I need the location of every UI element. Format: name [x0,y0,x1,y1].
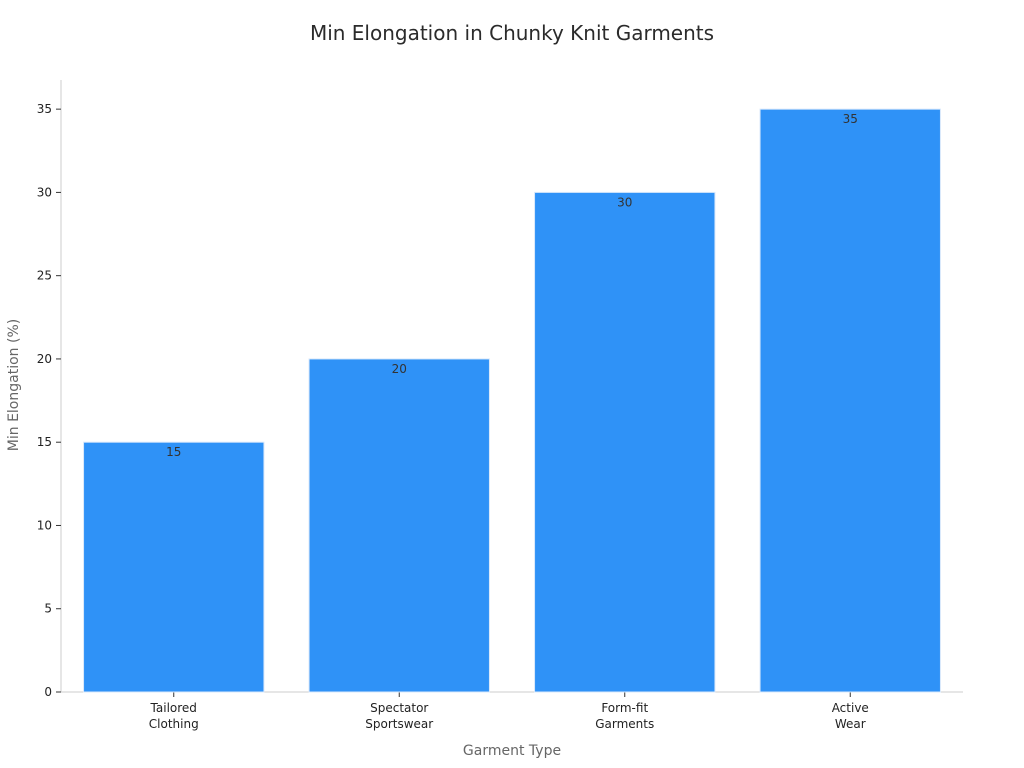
bar [759,108,941,693]
x-axis-title: Garment Type [463,743,561,759]
y-axis: 0 5 10 15 20 25 30 35 [37,80,62,699]
y-tick-label: 35 [37,102,52,116]
y-tick-label: 10 [37,518,52,532]
bar [83,441,265,693]
y-axis-title: Min Elongation (%) [6,319,22,451]
bars: 15 20 30 35 [83,108,941,693]
x-tick-label: Tailored Clothing [149,701,199,731]
y-tick-label: 25 [37,269,52,283]
x-tick-label: Active Wear [832,701,869,731]
chart-title: Min Elongation in Chunky Knit Garments [310,21,714,45]
bar-value-label: 35 [843,112,858,126]
y-tick-label: 30 [37,185,52,199]
bar-value-label: 15 [166,445,181,459]
y-tick-label: 0 [44,685,52,699]
y-tick-label: 20 [37,352,52,366]
bar-value-label: 30 [617,195,632,209]
x-axis: Tailored Clothing Spectator Sportswear Form-… [61,691,963,731]
x-tick-label: Spectator Sportswear [365,701,433,731]
x-tick-label: Form-fit Garments [595,701,654,731]
y-tick-label: 15 [37,435,52,449]
bar [308,358,490,693]
bar [534,191,716,693]
bar-value-label: 20 [392,362,407,376]
y-tick-label: 5 [44,602,52,616]
